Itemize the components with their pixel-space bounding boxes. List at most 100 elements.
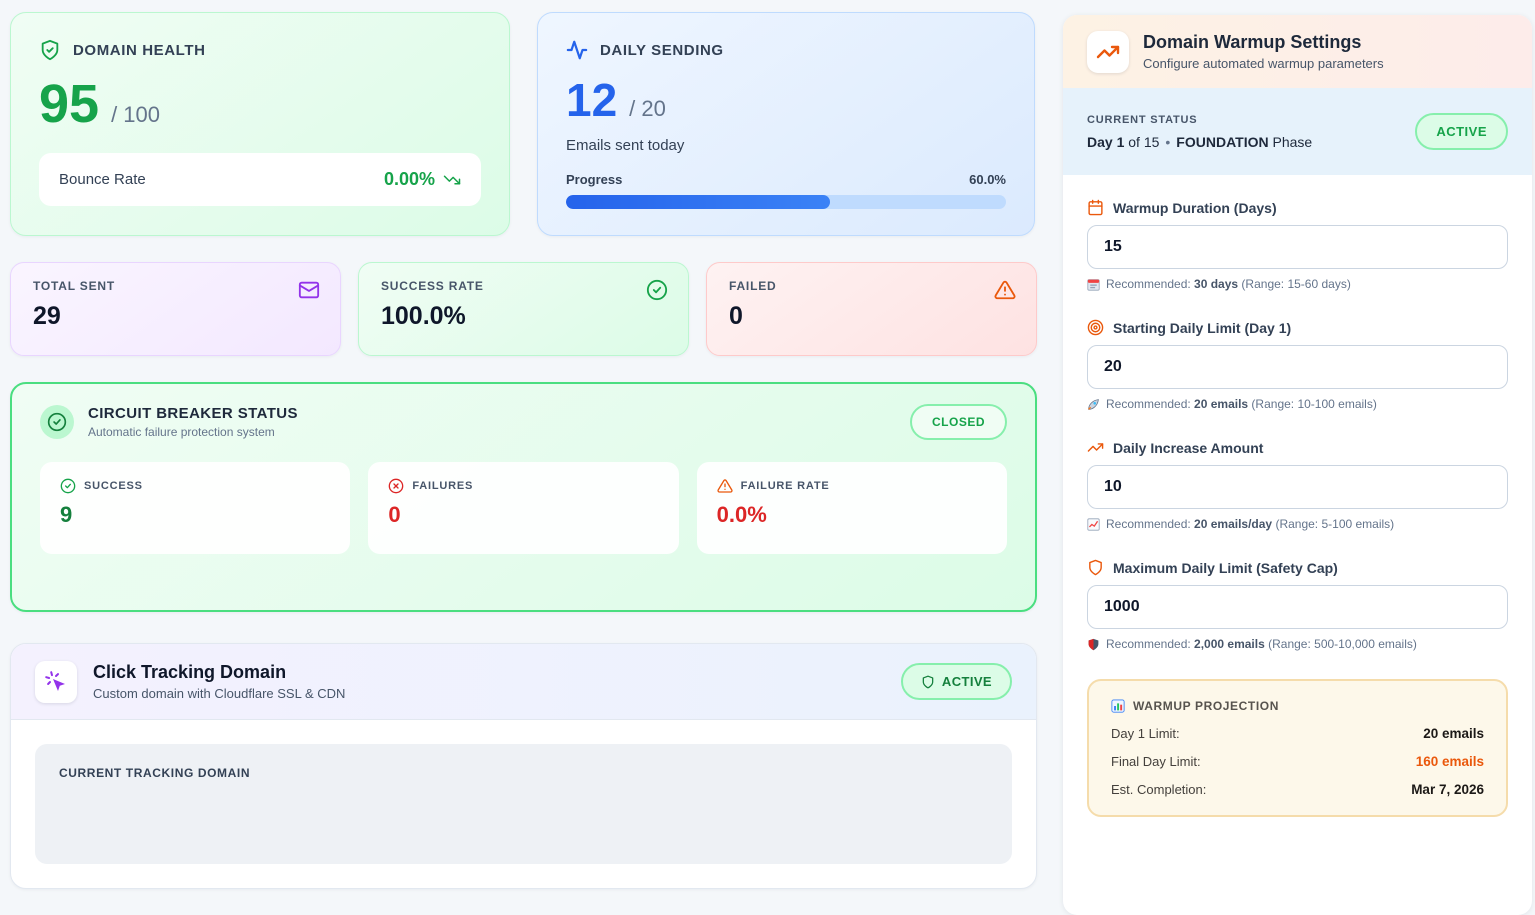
current-status-label: CURRENT STATUS	[1087, 113, 1198, 126]
max-limit-label: Maximum Daily Limit (Safety Cap)	[1113, 559, 1338, 576]
total-sent-value: 29	[33, 302, 61, 330]
tracking-active-badge: ACTIVE	[900, 663, 1012, 700]
shield-emoji-icon	[1087, 638, 1100, 651]
circuit-success-value: 9	[60, 502, 73, 527]
current-status-line: Day 1 of 15 • FOUNDATION Phase	[1087, 134, 1312, 150]
shield-outline-icon	[1087, 559, 1104, 576]
circuit-failure-rate-value: 0.0%	[716, 502, 767, 527]
daily-increase-field: Daily Increase Amount Recommended: 20 em…	[1087, 439, 1508, 531]
projection-title: WARMUP PROJECTION	[1133, 699, 1279, 713]
bounce-rate-value: 0.00%	[383, 169, 435, 189]
circuit-breaker-title: CIRCUIT BREAKER STATUS	[88, 405, 298, 422]
bar-chart-icon	[1111, 699, 1125, 713]
circuit-status-badge: CLOSED	[909, 404, 1007, 440]
current-tracking-domain-label: CURRENT TRACKING DOMAIN	[59, 766, 251, 780]
total-sent-card: TOTAL SENT 29	[10, 262, 341, 356]
status-phase-suffix: Phase	[1268, 133, 1313, 150]
status-day: Day 1	[1087, 133, 1125, 150]
circuit-failure-rate-box: FAILURE RATE 0.0%	[696, 462, 1007, 554]
warmup-settings-panel: Domain Warmup Settings Configure automat…	[1063, 15, 1532, 915]
domain-health-card: DOMAIN HEALTH 95 / 100 Bounce Rate 0.00%	[10, 12, 510, 236]
daily-sending-title: DAILY SENDING	[600, 41, 724, 59]
click-tracking-title: Click Tracking Domain	[93, 662, 287, 682]
tracking-badge-label: ACTIVE	[941, 674, 992, 689]
bounce-rate-label: Bounce Rate	[59, 171, 146, 188]
domain-health-title: DOMAIN HEALTH	[73, 41, 206, 59]
mouse-click-icon	[35, 660, 77, 703]
failed-value: 0	[729, 302, 743, 330]
click-tracking-card: Click Tracking Domain Custom domain with…	[10, 643, 1037, 889]
mail-icon	[298, 279, 320, 301]
status-separator: •	[1165, 133, 1171, 150]
warmup-status-band: CURRENT STATUS Day 1 of 15 • FOUNDATION Ph…	[1063, 88, 1532, 175]
circuit-breaker-card: CIRCUIT BREAKER STATUS Automatic failure…	[10, 382, 1037, 612]
warmup-panel-subtitle: Configure automated warmup parameters	[1143, 56, 1384, 71]
circuit-success-label: SUCCESS	[84, 480, 143, 492]
projection-final-label: Final Day Limit:	[1111, 754, 1201, 769]
max-limit-help: Recommended: 2,000 emails (Range: 500-10…	[1106, 637, 1417, 651]
chart-increasing-icon	[1087, 517, 1100, 531]
projection-completion-row: Est. Completion: Mar 7, 2026	[1111, 782, 1484, 797]
trending-up-icon	[1087, 30, 1129, 73]
success-rate-card: SUCCESS RATE 100.0%	[358, 262, 689, 356]
calendar-emoji-icon	[1087, 278, 1100, 291]
daily-progress-bar	[566, 195, 1006, 209]
emails-quota: / 20	[629, 96, 666, 121]
warmup-duration-help: Recommended: 30 days (Range: 15-60 days)	[1106, 277, 1351, 291]
shield-icon	[921, 675, 935, 689]
daily-increase-input[interactable]	[1087, 465, 1508, 509]
click-tracking-subtitle: Custom domain with Cloudflare SSL & CDN	[93, 686, 346, 701]
health-score-max: / 100	[111, 102, 161, 127]
daily-progress-fill	[566, 195, 830, 209]
progress-label: Progress	[566, 172, 623, 187]
circuit-failure-rate-label: FAILURE RATE	[740, 480, 830, 492]
starting-limit-label: Starting Daily Limit (Day 1)	[1113, 319, 1292, 336]
emails-sent-count: 12	[566, 74, 618, 126]
daily-sending-card: DAILY SENDING 12 / 20 Emails sent today …	[537, 12, 1035, 236]
total-sent-label: TOTAL SENT	[33, 279, 116, 293]
circuit-success-box: SUCCESS 9	[40, 462, 351, 554]
main-column: DOMAIN HEALTH 95 / 100 Bounce Rate 0.00%	[10, 12, 1037, 889]
trending-down-icon	[443, 171, 461, 189]
max-limit-field: Maximum Daily Limit (Safety Cap) Recomme…	[1087, 559, 1508, 651]
bounce-rate-box: Bounce Rate 0.00%	[39, 153, 481, 206]
projection-completion-label: Est. Completion:	[1111, 782, 1207, 797]
success-rate-label: SUCCESS RATE	[381, 279, 484, 293]
warmup-duration-field: Warmup Duration (Days) Recommended: 30 d…	[1087, 199, 1508, 291]
failed-label: FAILED	[729, 279, 777, 293]
target-icon	[1087, 319, 1104, 336]
warmup-duration-input[interactable]	[1087, 225, 1508, 269]
projection-day1-row: Day 1 Limit: 20 emails	[1111, 726, 1484, 741]
circuit-check-icon	[40, 405, 74, 439]
daily-increase-label: Daily Increase Amount	[1113, 439, 1264, 456]
circuit-breaker-subtitle: Automatic failure protection system	[88, 425, 275, 439]
success-rate-value: 100.0%	[381, 302, 466, 330]
warmup-projection-box: WARMUP PROJECTION Day 1 Limit: 20 emails…	[1087, 679, 1508, 817]
success-check-icon	[60, 478, 76, 494]
projection-day1-value: 20 emails	[1423, 726, 1484, 741]
status-phase-name: FOUNDATION	[1176, 133, 1269, 150]
warmup-panel-title: Domain Warmup Settings	[1143, 32, 1362, 52]
x-circle-icon	[388, 478, 404, 494]
current-tracking-domain-box: CURRENT TRACKING DOMAIN	[35, 744, 1012, 864]
projection-completion-value: Mar 7, 2026	[1411, 782, 1484, 797]
projection-day1-label: Day 1 Limit:	[1111, 726, 1180, 741]
emails-sent-caption: Emails sent today	[566, 137, 685, 154]
circuit-failures-value: 0	[388, 502, 401, 527]
health-score: 95	[39, 74, 100, 134]
projection-final-row: Final Day Limit: 160 emails	[1111, 754, 1484, 769]
rocket-icon	[1087, 398, 1100, 411]
starting-limit-input[interactable]	[1087, 345, 1508, 389]
projection-final-value: 160 emails	[1415, 754, 1484, 769]
circuit-failures-box: FAILURES 0	[368, 462, 679, 554]
warmup-active-badge: ACTIVE	[1415, 113, 1508, 150]
progress-percent: 60.0%	[969, 172, 1006, 187]
circuit-failures-label: FAILURES	[412, 480, 474, 492]
max-limit-input[interactable]	[1087, 585, 1508, 629]
starting-limit-help: Recommended: 20 emails (Range: 10-100 em…	[1106, 397, 1377, 411]
status-of: of 15	[1124, 133, 1160, 150]
calendar-icon	[1087, 199, 1104, 216]
increase-trend-icon	[1087, 439, 1104, 456]
alert-triangle-icon	[994, 279, 1016, 301]
daily-increase-help: Recommended: 20 emails/day (Range: 5-100…	[1106, 517, 1395, 531]
